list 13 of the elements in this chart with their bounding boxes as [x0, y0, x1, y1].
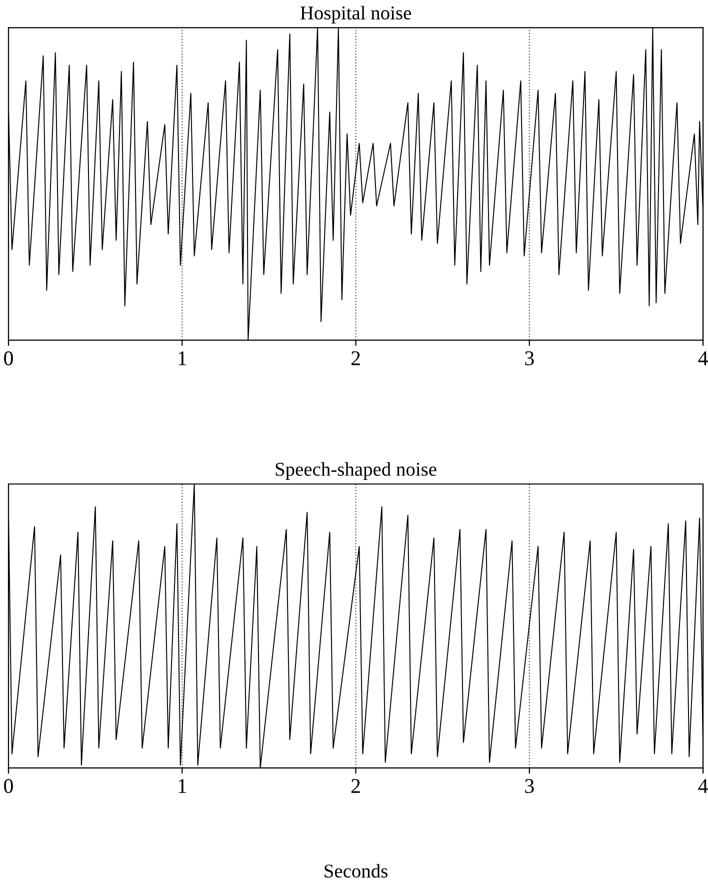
x-tick-label: 0: [4, 351, 13, 366]
x-tick-label: 3: [525, 351, 534, 366]
x-tick-label: 4: [698, 351, 708, 366]
x-tick-label: 1: [178, 779, 186, 793]
x-axis-title: Seconds: [324, 864, 388, 878]
x-tick-label: 2: [351, 351, 360, 366]
x-tick-label: 1: [178, 351, 186, 366]
x-tick-label: 2: [351, 779, 360, 793]
x-tick-label: 4: [698, 779, 708, 793]
chart-title: Speech-shaped noise: [276, 462, 436, 480]
chart-title: Hospital noise: [300, 6, 411, 24]
x-tick-label: 3: [525, 779, 534, 794]
x-tick-label: 0: [4, 779, 13, 794]
